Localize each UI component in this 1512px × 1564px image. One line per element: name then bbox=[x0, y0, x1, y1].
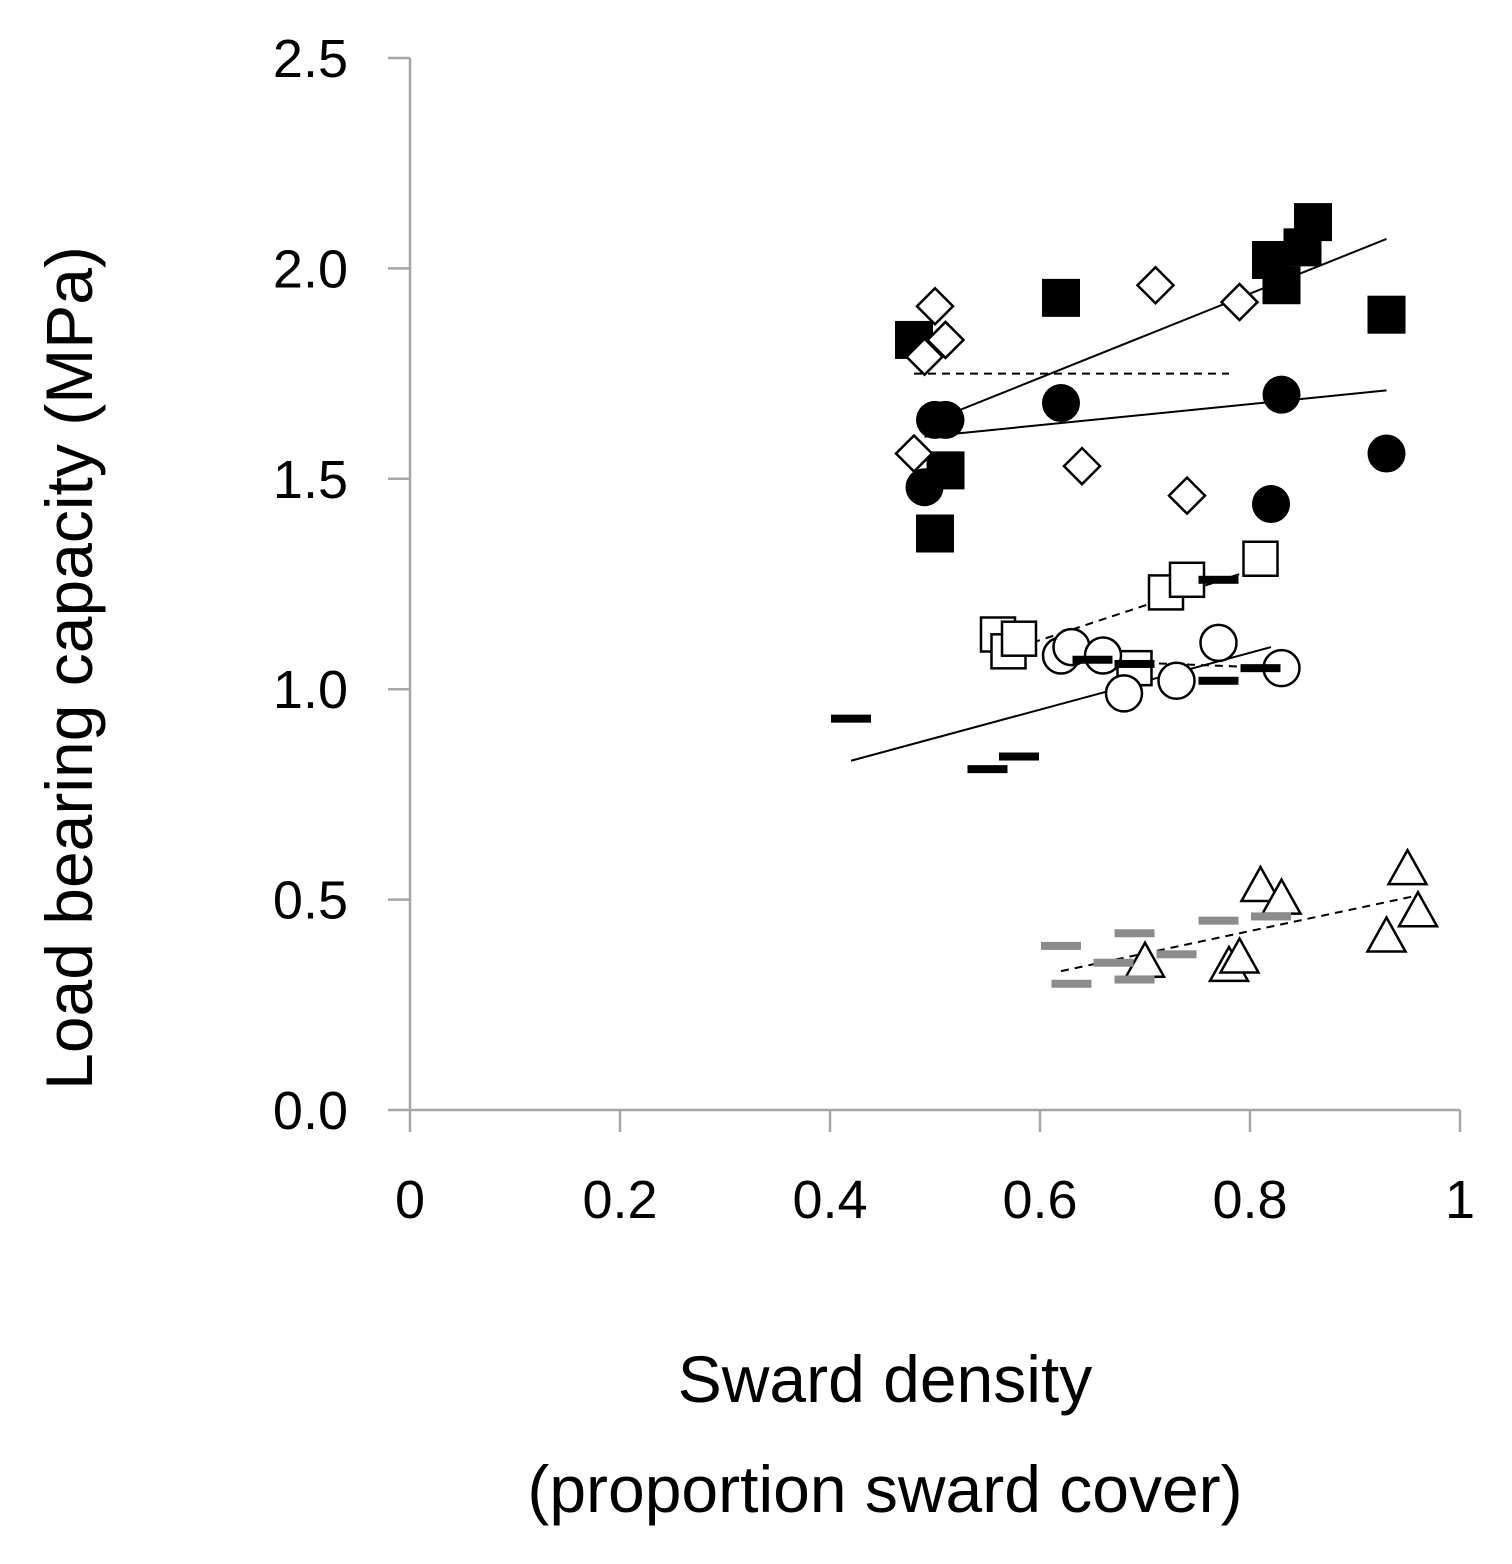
open-square-point bbox=[1000, 620, 1038, 657]
open-diamond-point bbox=[1062, 446, 1102, 486]
y-tick-label: 0.5 bbox=[273, 871, 348, 931]
black-dash-point bbox=[831, 714, 871, 723]
data-points bbox=[831, 203, 1440, 988]
trendline-open-triangle bbox=[1060, 894, 1419, 973]
grey-dash-point bbox=[1156, 950, 1197, 959]
open-triangle-point bbox=[1365, 914, 1408, 953]
filled-circle-point bbox=[1042, 384, 1080, 423]
filled-circle-point bbox=[1367, 434, 1406, 473]
open-square-point bbox=[1242, 540, 1279, 578]
x-axis-title: Sward density bbox=[678, 1342, 1093, 1416]
black-dash-point bbox=[1198, 676, 1239, 685]
filled-circle-point bbox=[1262, 375, 1301, 414]
y-tick-label: 0.0 bbox=[273, 1081, 348, 1141]
open-circle-point bbox=[1157, 661, 1196, 701]
open-triangle-point bbox=[1396, 889, 1440, 928]
grey-dash-point bbox=[1114, 929, 1155, 938]
open-triangle-point bbox=[1239, 864, 1282, 903]
axis-ticks: 0.0 0.5 1.0 1.5 2.0 2.5 0 0.2 0.4 0.6 0.8 1 bbox=[273, 29, 1475, 1230]
open-diamond-point bbox=[904, 337, 945, 377]
x-tick-label: 0.4 bbox=[792, 1170, 867, 1230]
filled-circle-point bbox=[926, 400, 965, 439]
y-tick-label: 2.5 bbox=[273, 29, 348, 89]
grey-dash-point bbox=[1114, 975, 1155, 984]
grey-dash-point bbox=[1093, 958, 1134, 967]
open-diamond-point bbox=[925, 320, 966, 360]
filled-circle-point bbox=[905, 468, 944, 507]
open-circle-point bbox=[1083, 636, 1123, 675]
open-circle-point bbox=[1104, 674, 1144, 713]
grey-dash-point bbox=[1041, 941, 1081, 950]
y-tick-label: 1.0 bbox=[273, 660, 348, 720]
y-tick-label: 2.0 bbox=[273, 239, 348, 299]
filled-square-point bbox=[916, 514, 954, 553]
filled-square-point bbox=[1262, 266, 1301, 305]
open-diamond-point bbox=[1135, 265, 1176, 305]
trendline-filled-square bbox=[934, 238, 1387, 421]
y-tick-label: 1.5 bbox=[273, 450, 348, 510]
x-tick-label: 1 bbox=[1445, 1170, 1475, 1230]
filled-square-point bbox=[1294, 203, 1332, 242]
x-tick-label: 0.8 bbox=[1212, 1170, 1287, 1230]
black-dash-point bbox=[1198, 575, 1239, 584]
black-dash-point bbox=[1240, 664, 1281, 673]
black-dash-point bbox=[967, 765, 1008, 774]
filled-square-point bbox=[1367, 295, 1406, 334]
x-tick-label: 0.6 bbox=[1002, 1170, 1077, 1230]
black-dash-point bbox=[1072, 655, 1113, 664]
open-triangle-point bbox=[1218, 935, 1261, 974]
grey-dash-point bbox=[1051, 979, 1092, 988]
trendline-filled-circle bbox=[924, 389, 1387, 438]
filled-square-point bbox=[1042, 278, 1080, 317]
grey-dash-point bbox=[1251, 912, 1291, 921]
trendline-black-dash bbox=[850, 646, 1272, 762]
open-diamond-point bbox=[894, 433, 934, 474]
y-axis-title: Load bearing capacity (MPa) bbox=[32, 246, 106, 1090]
x-axis-subtitle: (proportion sward cover) bbox=[527, 1452, 1242, 1526]
filled-circle-point bbox=[1252, 485, 1290, 524]
black-dash-point bbox=[999, 752, 1039, 761]
grey-dash-point bbox=[1198, 916, 1239, 925]
open-triangle-point bbox=[1386, 847, 1429, 886]
black-dash-point bbox=[1114, 659, 1155, 668]
open-circle-point bbox=[1199, 623, 1238, 663]
open-diamond-point bbox=[1167, 475, 1207, 516]
open-diamond-point bbox=[915, 286, 955, 327]
x-tick-label: 0.2 bbox=[582, 1170, 657, 1230]
x-tick-label: 0 bbox=[395, 1170, 425, 1230]
open-diamond-point bbox=[1219, 282, 1260, 322]
axes bbox=[408, 58, 1460, 1112]
